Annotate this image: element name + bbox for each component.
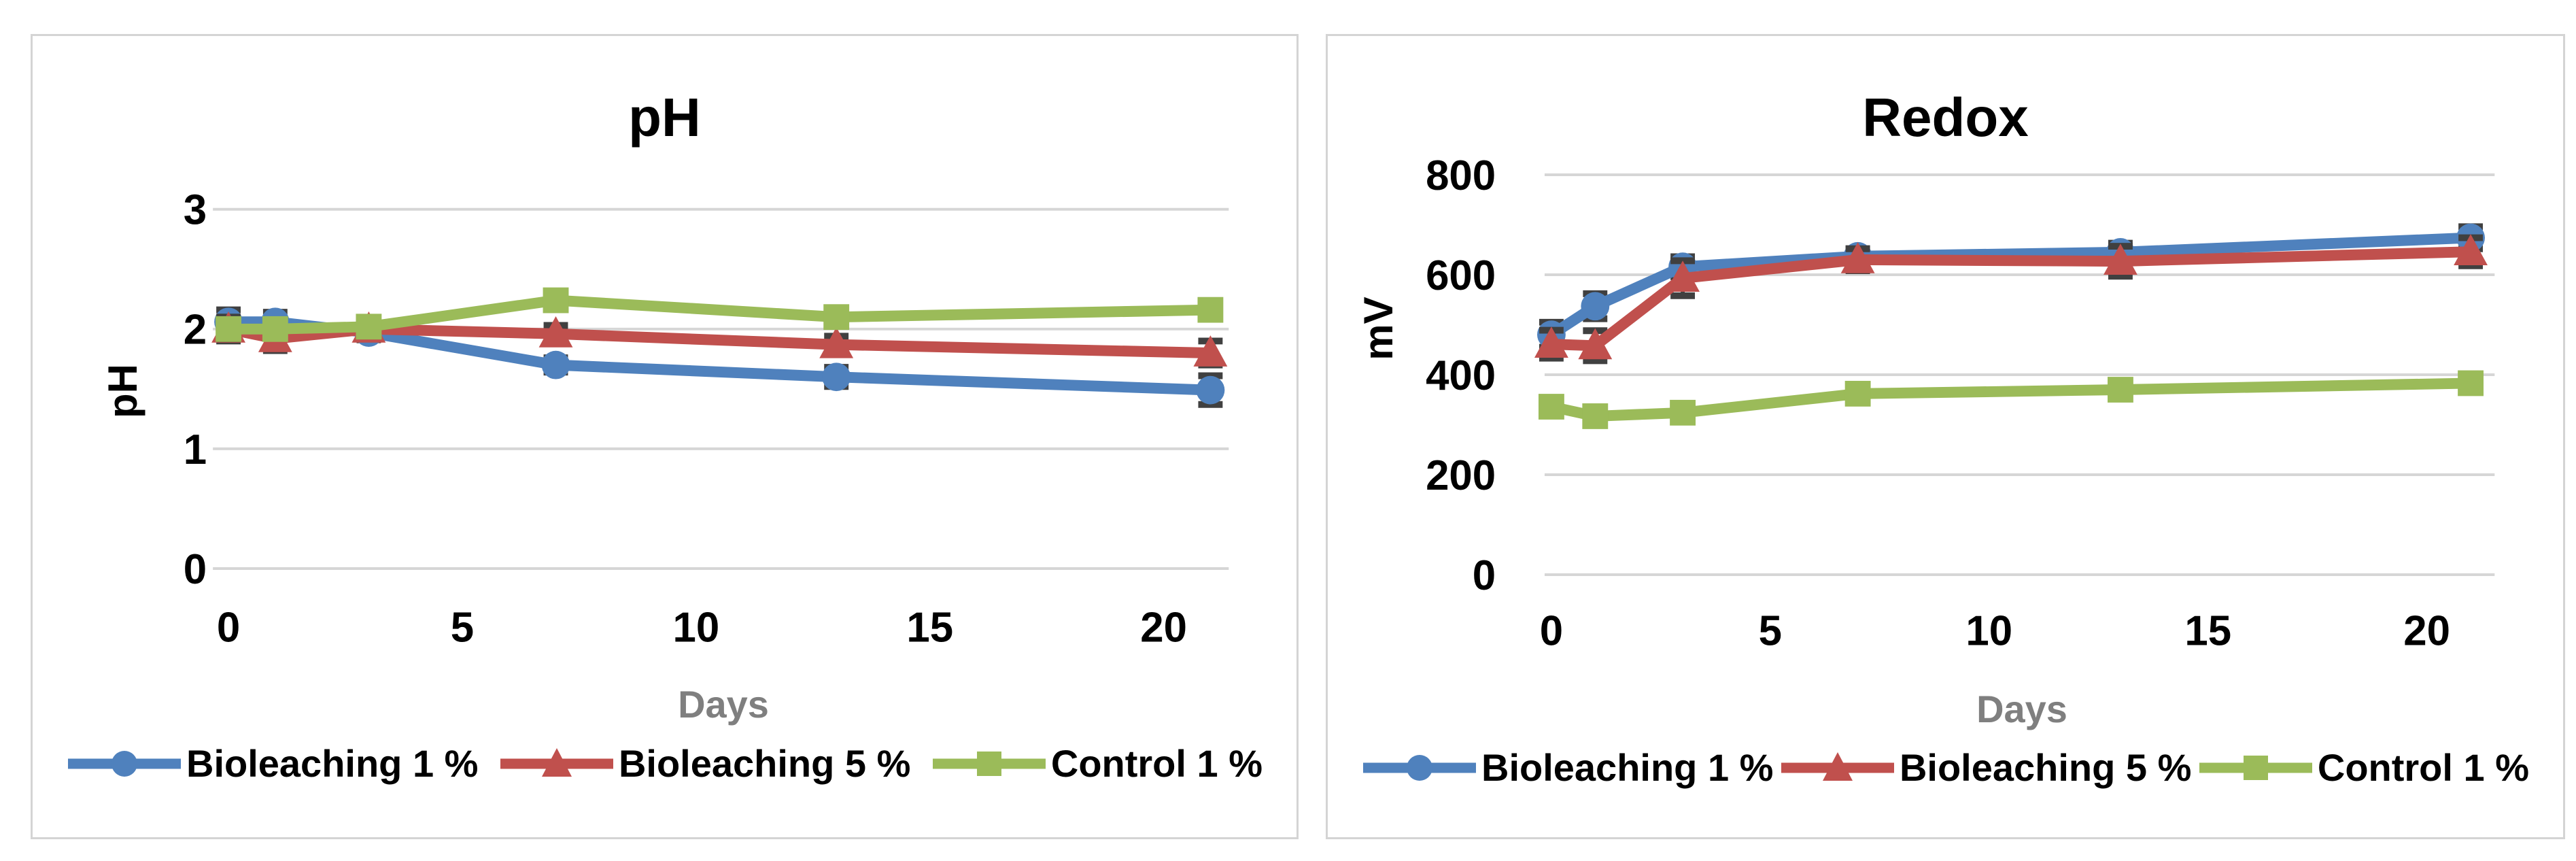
data-point-marker: [1582, 403, 1609, 429]
legend-item: Control 1 %: [2198, 746, 2529, 790]
x-tick-label: 15: [2184, 607, 2231, 654]
x-tick-label: 20: [2403, 607, 2450, 654]
data-point-marker: [1534, 326, 1568, 358]
legend-marker: [111, 751, 137, 777]
legend-square-marker-icon: [2199, 756, 2312, 780]
y-tick-label: 0: [1473, 552, 1496, 599]
legend-circle-marker-icon: [1363, 755, 1476, 781]
y-tick-label: 3: [184, 187, 207, 234]
legend-item: Bioleaching 5 %: [1780, 746, 2191, 790]
x-axis-label-redox: Days: [1976, 688, 2067, 730]
data-point-marker: [1197, 297, 1224, 323]
legend-label: Bioleaching 1 %: [186, 742, 479, 785]
data-point-marker: [538, 316, 573, 348]
legend-label: Bioleaching 5 %: [618, 742, 911, 785]
legend-marker: [976, 752, 1001, 776]
data-point-marker: [1840, 242, 1875, 273]
x-tick-label: 5: [1759, 607, 1782, 654]
legend-item: Bioleaching 5 %: [499, 742, 910, 786]
x-axis-label-ph: Days: [678, 683, 769, 726]
y-tick-label: 0: [184, 546, 207, 593]
x-tick-label: 0: [217, 605, 240, 652]
legend-label: Bioleaching 5 %: [1899, 746, 2192, 789]
data-point-marker: [541, 350, 570, 379]
x-tick-label: 10: [672, 605, 719, 652]
data-point-marker: [1670, 399, 1696, 426]
y-tick-label: 2: [184, 307, 207, 354]
data-point-marker: [1844, 380, 1871, 407]
legend-triangle-marker-icon: [500, 748, 613, 777]
data-point-marker: [2458, 370, 2484, 396]
data-point-marker: [1193, 335, 1228, 367]
y-tick-label: 200: [1426, 452, 1496, 499]
data-point-marker: [262, 316, 288, 342]
x-tick-label: 15: [906, 605, 953, 652]
data-point-marker: [2103, 243, 2137, 275]
redox-chart-panel: Redox mV 0 200 400 600 800 0 5 10 15 20 Days Biol…: [1326, 34, 2565, 839]
y-tick-label: 400: [1426, 352, 1496, 399]
ph-chart-plot-area: 0 1 2 3 0 5 10 15 20: [184, 187, 1229, 652]
data-point-marker: [819, 326, 854, 358]
legend-ph: Bioleaching 1 % Bioleaching 5 % Control 1 …: [67, 742, 1263, 786]
legend-item: Bioleaching 1 %: [1362, 746, 1773, 790]
legend-label: Control 1 %: [1050, 742, 1263, 785]
legend-marker: [1822, 752, 1853, 781]
chart-title-redox: Redox: [1862, 87, 2029, 148]
data-point-marker: [1538, 394, 1564, 420]
data-point-marker: [1666, 260, 1700, 292]
legend-item: Control 1 %: [931, 742, 1263, 786]
x-tick-label: 10: [1965, 607, 2012, 654]
x-tick-label: 5: [451, 605, 474, 652]
y-tick-label: 1: [184, 426, 207, 473]
y-tick-label: 600: [1426, 252, 1496, 299]
x-tick-label: 20: [1140, 605, 1187, 652]
data-point-marker: [356, 314, 382, 340]
legend-item: Bioleaching 1 %: [67, 742, 478, 786]
data-point-marker: [1581, 292, 1610, 321]
y-tick-label: 800: [1426, 152, 1496, 199]
legend-marker: [541, 748, 572, 777]
legend-label: Bioleaching 1 %: [1481, 746, 1774, 789]
legend-circle-marker-icon: [68, 751, 181, 777]
redox-chart-plot-area: 0 200 400 600 800 0 5 10 15 20: [1426, 152, 2495, 654]
legend-label: Control 1 %: [2317, 746, 2529, 789]
data-point-marker: [2454, 234, 2488, 266]
chart-title-ph: pH: [628, 87, 701, 148]
ph-chart-panel: pH pH 0 1 2 3 0 5 10 15 20 Days Bioleaching 1 % B…: [31, 34, 1299, 839]
x-tick-label: 0: [1540, 607, 1563, 654]
legend-redox: Bioleaching 1 % Bioleaching 5 % Control 1 …: [1362, 746, 2529, 790]
data-point-marker: [543, 287, 569, 314]
data-point-marker: [216, 316, 242, 342]
data-point-marker: [823, 304, 850, 331]
legend-marker: [2243, 756, 2268, 780]
legend-square-marker-icon: [932, 752, 1046, 776]
data-point-marker: [2108, 377, 2133, 403]
data-point-marker: [1578, 328, 1613, 360]
legend-marker: [1407, 755, 1432, 781]
data-point-marker: [822, 362, 851, 392]
legend-triangle-marker-icon: [1781, 752, 1894, 781]
data-point-marker: [1196, 375, 1225, 405]
